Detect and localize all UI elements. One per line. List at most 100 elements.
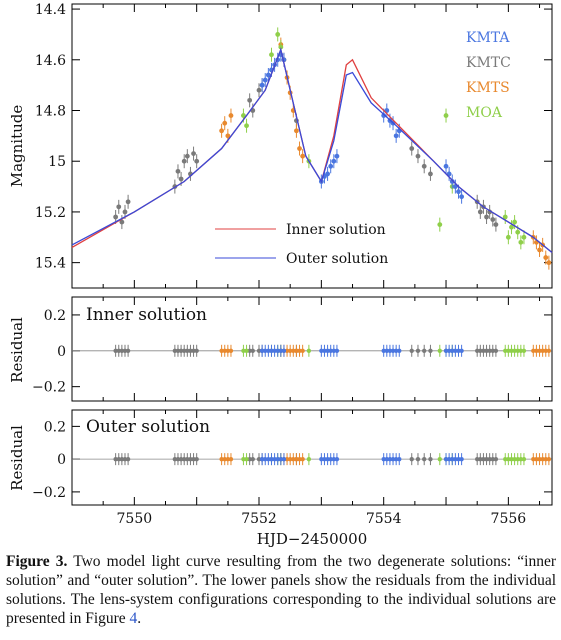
residual-point-kmta — [393, 456, 399, 462]
data-point-kmtc — [125, 199, 131, 205]
data-point-kmtc — [191, 151, 196, 157]
residual-point-moa — [509, 348, 514, 353]
residual-point-kmta — [266, 348, 271, 353]
residual-point-kmta — [266, 456, 271, 462]
residual-point-kmts — [297, 348, 302, 353]
data-point-kmtc — [119, 219, 125, 225]
y-tick-labels: 14.4 14.6 14.8 15 15.2 15.4 0.2 0 −0.2 0.2 0 −0.2 — [32, 2, 66, 501]
light-curve-panel — [71, 3, 553, 289]
data-point-kmts — [222, 120, 228, 126]
residual-point-moa — [306, 456, 312, 462]
xtick-label: 7552 — [241, 511, 277, 527]
residual-point-kmts — [294, 456, 299, 462]
residual-point-kmts — [284, 456, 290, 462]
outer-residual-annotation: Outer solution — [86, 417, 210, 437]
residual-point-kmta — [272, 456, 277, 462]
residual-point-kmtc — [415, 456, 421, 462]
data-point-moa — [502, 214, 508, 220]
residual-point-kmta — [334, 456, 340, 462]
residual-point-kmtc — [490, 348, 495, 353]
residual-point-kmtc — [175, 348, 181, 353]
residual-point-kmta — [397, 348, 402, 353]
data-point-moa — [505, 234, 511, 240]
residual-point-kmtc — [493, 456, 499, 462]
residual-point-kmtc — [487, 348, 492, 353]
residual-point-kmta — [331, 348, 337, 353]
model-curves — [71, 47, 553, 254]
data-point-kmta — [456, 189, 461, 195]
residual-point-kmtc — [478, 348, 483, 353]
y-axis-label-magnitude: Magnitude — [8, 105, 26, 188]
residual-point-moa — [515, 348, 520, 353]
residual-point-moa — [521, 456, 527, 462]
residual-point-moa — [506, 348, 511, 353]
residual-point-kmtc — [178, 348, 184, 353]
data-point-kmtc — [477, 209, 483, 215]
residual-point-kmts — [534, 456, 539, 462]
residual-point-kmta — [272, 348, 277, 353]
residual-point-kmta — [259, 456, 265, 462]
residual-point-kmta — [322, 348, 327, 353]
data-point-moa — [512, 219, 517, 225]
residual-point-moa — [512, 456, 517, 462]
residual-point-kmtc — [175, 456, 181, 462]
inner-residual-annotation: Inner solution — [86, 305, 207, 325]
residual-point-kmta — [384, 456, 390, 462]
data-point-kmts — [543, 255, 549, 260]
data-point-kmta — [381, 113, 387, 118]
residual-point-moa — [506, 456, 511, 462]
residual-point-kmtc — [125, 348, 131, 353]
data-point-kmtc — [256, 87, 262, 93]
residual-point-kmta — [446, 456, 452, 462]
residual-point-kmts — [543, 348, 548, 353]
data-point-kmts — [297, 146, 302, 151]
x-tick-labels: 7550 7552 7554 7556 — [117, 511, 527, 527]
outer-residual-panel — [71, 409, 553, 506]
residual-point-kmtc — [172, 456, 178, 462]
caption-figure-link[interactable]: 4 — [129, 610, 138, 627]
residual-point-kmta — [275, 456, 280, 462]
residual-point-kmts — [284, 348, 290, 353]
residual-point-kmts — [222, 348, 227, 353]
data-point-kmts — [294, 128, 299, 134]
residual-point-kmtc — [172, 348, 178, 353]
residual-point-kmts — [219, 348, 224, 353]
residual-point-kmta — [443, 456, 449, 462]
residual-point-kmta — [328, 456, 333, 462]
residual-point-moa — [509, 456, 514, 462]
ytick-label: 14.4 — [35, 2, 66, 18]
data-point-kmts — [537, 247, 542, 253]
data-point-kmtc — [490, 217, 496, 222]
residual-point-kmtc — [428, 456, 433, 462]
residual-point-kmta — [387, 348, 393, 353]
residual-point-kmts — [300, 348, 305, 353]
residual-point-kmta — [456, 348, 461, 353]
residual-point-kmts — [225, 348, 231, 353]
residual-point-kmta — [263, 348, 268, 353]
data-point-kmtc — [493, 222, 499, 228]
residual-point-kmtc — [474, 456, 480, 462]
caption-label: Figure 3. — [6, 553, 68, 570]
data-point-moa — [443, 113, 449, 118]
ytick-label: 15.4 — [35, 256, 66, 272]
residual-point-kmts — [287, 456, 293, 462]
residual-point-moa — [241, 456, 246, 462]
residual-point-moa — [503, 348, 508, 353]
residual-point-moa — [521, 348, 527, 353]
data-point-moa — [515, 229, 521, 235]
xtick-label: 7554 — [366, 511, 402, 527]
residual-point-kmta — [381, 456, 386, 462]
residual-point-kmta — [387, 456, 393, 462]
residual-point-kmtc — [188, 348, 193, 353]
residual-point-kmta — [319, 348, 324, 353]
ytick-label: 14.8 — [35, 104, 66, 120]
legend-kmtc: KMTC — [466, 55, 511, 71]
residual-point-kmta — [328, 348, 333, 353]
residual-point-kmtc — [191, 456, 196, 462]
ytick-label: 15 — [48, 154, 66, 170]
data-point-kmts — [300, 153, 306, 159]
x-axis-label: HJD−2450000 — [257, 530, 368, 548]
residual-point-kmtc — [250, 456, 255, 462]
residual-point-kmts — [540, 456, 545, 462]
residual-point-kmtc — [116, 348, 121, 353]
